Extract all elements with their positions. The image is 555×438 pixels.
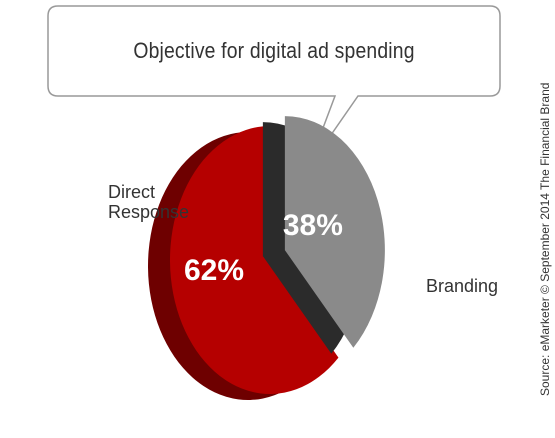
value-label-direct-response: 62% (184, 254, 244, 287)
slice-branding (284, 116, 385, 348)
label-direct-response: Direct Response (108, 182, 189, 222)
label-direct-response-line1: Direct (108, 182, 156, 202)
label-direct-response-line2: Response (108, 202, 190, 222)
pie-group: 62% 38% (148, 116, 385, 400)
chart-title: Objective for digital ad spending (133, 38, 415, 63)
source-note: Source: eMarketer © September 2014 The F… (538, 82, 552, 396)
title-callout-bubble (47, 5, 501, 169)
label-branding-line1: Branding (426, 276, 499, 296)
label-branding: Branding (426, 276, 498, 296)
value-label-branding: 38% (283, 209, 343, 242)
slice-direct-response (169, 126, 339, 394)
